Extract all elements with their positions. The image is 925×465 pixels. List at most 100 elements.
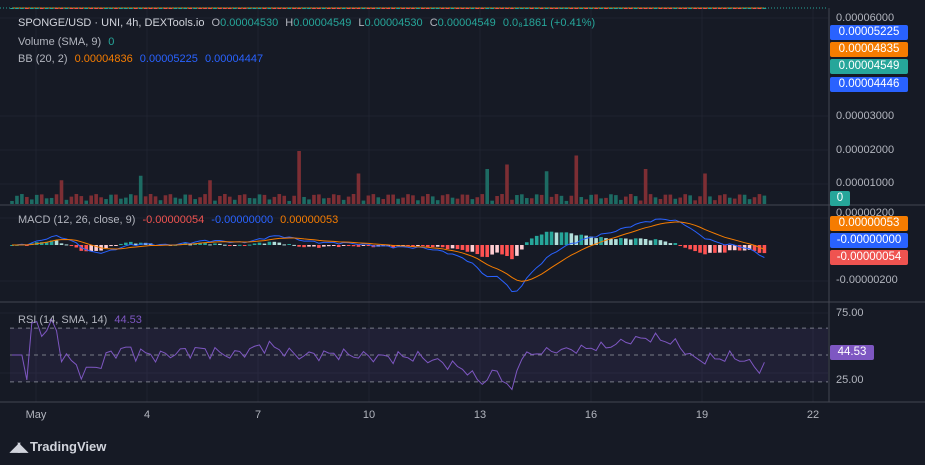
candle — [500, 8, 504, 9]
candle-body — [658, 8, 663, 9]
volume-bar — [525, 198, 529, 204]
candle — [510, 8, 514, 9]
volume-bar — [213, 200, 217, 204]
rsi-legend[interactable]: RSI (14, SMA, 14) 44.53 — [18, 314, 146, 326]
volume-bar — [658, 198, 663, 204]
candle — [188, 8, 192, 9]
volume-bar — [124, 197, 128, 204]
macd-hist-bar — [124, 242, 128, 245]
candle-body — [351, 8, 356, 9]
volume-bar — [762, 195, 767, 204]
candle-body — [10, 8, 14, 9]
volume-bar — [119, 198, 123, 204]
candlesticks[interactable] — [10, 8, 767, 9]
candle-body — [297, 8, 301, 9]
candle — [505, 8, 509, 9]
macd-hist-bar — [564, 232, 569, 245]
macd-hist-bar — [673, 243, 678, 245]
volume-bar — [341, 199, 346, 204]
candle-body — [336, 8, 341, 9]
candle-body — [25, 8, 29, 9]
macd-hist-bar — [426, 245, 430, 247]
candle — [544, 8, 549, 9]
symbol-label[interactable]: SPONGE/USD · UNI, 4h, DEXTools.io — [18, 17, 205, 29]
candle — [747, 8, 752, 9]
volume-bar — [178, 198, 183, 204]
macd-hist-bar — [534, 235, 539, 245]
macd-hist-bar — [633, 238, 638, 245]
candle-body — [594, 8, 598, 9]
candle-body — [619, 8, 623, 9]
macd-hist-bar — [614, 239, 618, 245]
candle-body — [732, 8, 737, 9]
volume-bar — [713, 200, 717, 204]
candle-body — [104, 8, 108, 9]
macd-hist-bar — [356, 245, 361, 247]
volume-bar — [737, 194, 742, 204]
candle — [366, 8, 371, 9]
candle-body — [228, 8, 232, 9]
candle — [470, 8, 475, 9]
volume-bar — [44, 198, 49, 204]
macd-hist-bar — [10, 245, 14, 246]
macd-hist-bar — [668, 243, 673, 245]
candle-body — [435, 8, 440, 9]
macd-hist-bar — [678, 245, 683, 246]
volume-bar — [138, 175, 143, 204]
candle — [718, 8, 722, 9]
macd-hist-bar — [203, 242, 207, 245]
macd-hist-bar — [94, 245, 98, 251]
volume-bar — [346, 196, 351, 204]
macd-hist-bar — [411, 245, 415, 247]
candle — [678, 8, 683, 9]
candle-body — [529, 8, 534, 9]
candle-body — [460, 8, 465, 9]
time-tick: 10 — [362, 409, 376, 421]
macd-hist-bar — [663, 241, 668, 245]
volume-bar — [391, 194, 395, 204]
volume-bar — [366, 195, 371, 204]
open-value: 0.00004530 — [220, 17, 279, 29]
candle-body — [440, 8, 445, 9]
volume-bar — [688, 195, 692, 204]
macd-hist-bar — [554, 232, 559, 245]
candle-body — [322, 8, 326, 9]
time-tick: 7 — [254, 409, 262, 421]
volume-bar — [693, 200, 697, 204]
volume-bar — [727, 197, 732, 204]
volume-bar — [668, 194, 673, 204]
candle — [242, 8, 247, 9]
volume-bar — [89, 195, 93, 204]
volume-bar — [74, 194, 79, 204]
candle — [129, 8, 133, 9]
candle — [168, 8, 173, 9]
candle-body — [242, 8, 247, 9]
macd-hist-bar — [277, 242, 282, 245]
candle — [648, 8, 653, 9]
bb-legend[interactable]: BB (20, 2) 0.00004836 0.00005225 0.00004… — [18, 53, 267, 65]
macd-legend[interactable]: MACD (12, 26, close, 9) -0.00000054 -0.0… — [18, 214, 342, 226]
volume-bar — [114, 194, 118, 204]
volume-bar — [554, 194, 559, 204]
volume-bar — [133, 195, 138, 204]
candle — [89, 8, 93, 9]
volume-bar — [198, 197, 202, 204]
candle — [406, 8, 410, 9]
candle-body — [252, 8, 257, 9]
macd-hist-bar — [307, 245, 311, 247]
bb-label: BB (20, 2) — [18, 53, 68, 65]
macd-hist-value: -0.00000054 — [142, 214, 205, 226]
volume-bar — [529, 198, 534, 204]
candle — [737, 8, 742, 9]
candle-body — [173, 8, 178, 9]
tradingview-logo[interactable]: ◢◣ TradingView — [10, 439, 106, 455]
candle-body — [188, 8, 192, 9]
volume-bar — [307, 199, 311, 204]
volume-bar — [539, 194, 544, 204]
volume-legend[interactable]: Volume (SMA, 9) 0 — [18, 36, 118, 48]
volume-bar — [39, 194, 44, 204]
candle — [114, 8, 118, 9]
volume-bar — [54, 194, 59, 204]
candle — [20, 8, 24, 9]
